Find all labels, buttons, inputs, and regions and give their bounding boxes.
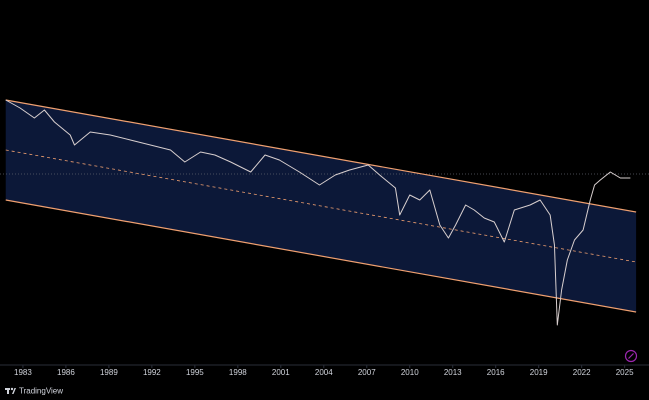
tradingview-logo xyxy=(5,387,16,394)
x-tick-label: 1998 xyxy=(229,368,247,377)
x-tick-label: 1983 xyxy=(14,368,32,377)
channel-middle xyxy=(5,149,637,263)
x-tick-label: 1995 xyxy=(186,368,204,377)
x-tick-label: 2022 xyxy=(573,368,591,377)
x-tick-label: 2001 xyxy=(272,368,290,377)
x-tick-label: 2010 xyxy=(401,368,419,377)
price-series xyxy=(5,99,631,326)
settings-icon[interactable] xyxy=(624,349,638,363)
x-tick-label: 2004 xyxy=(315,368,333,377)
channel-lower xyxy=(5,199,637,313)
x-tick-label: 2013 xyxy=(444,368,462,377)
x-tick-label: 2016 xyxy=(487,368,505,377)
x-tick-label: 1992 xyxy=(143,368,161,377)
channel-upper xyxy=(5,99,637,213)
brand-name: TradingView xyxy=(19,387,63,396)
x-tick-label: 2019 xyxy=(530,368,548,377)
x-tick-label: 2025 xyxy=(616,368,634,377)
x-tick-label: 1989 xyxy=(100,368,118,377)
x-tick-label: 1986 xyxy=(57,368,75,377)
x-tick-label: 2007 xyxy=(358,368,376,377)
